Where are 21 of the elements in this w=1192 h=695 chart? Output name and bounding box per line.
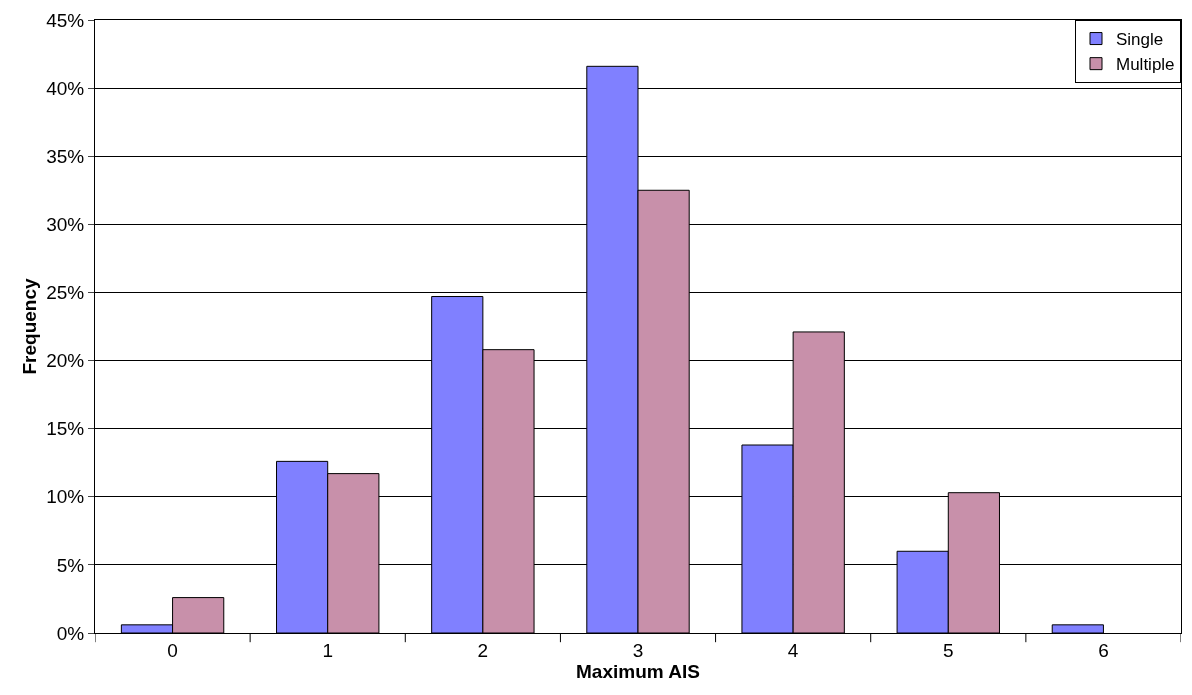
y-tick-label: 20%	[46, 350, 85, 372]
x-axis-title: Maximum AIS	[576, 660, 700, 682]
y-tick-label: 40%	[46, 77, 85, 99]
legend-label: Single	[1116, 30, 1164, 50]
x-tick-label: 2	[477, 639, 489, 661]
x-tick-label: 0	[167, 639, 178, 661]
y-tick-label: 25%	[46, 282, 85, 304]
x-tick-label: 4	[787, 639, 799, 661]
x-tick-label: 5	[943, 639, 954, 661]
y-tick-label: 30%	[46, 213, 85, 235]
y-tick-label: 45%	[46, 9, 85, 31]
y-axis-title: Frequency	[19, 278, 41, 375]
y-tick-label: 15%	[46, 418, 85, 440]
legend-label: Multiple	[1116, 55, 1175, 75]
y-tick-label: 10%	[46, 486, 85, 508]
y-tick-label: 0%	[56, 622, 85, 644]
x-tick-label: 6	[1098, 639, 1109, 661]
x-tick-label: 3	[632, 639, 644, 661]
x-tick-label: 1	[322, 639, 333, 661]
y-tick-label: 35%	[46, 145, 85, 167]
y-tick-label: 5%	[56, 554, 85, 576]
